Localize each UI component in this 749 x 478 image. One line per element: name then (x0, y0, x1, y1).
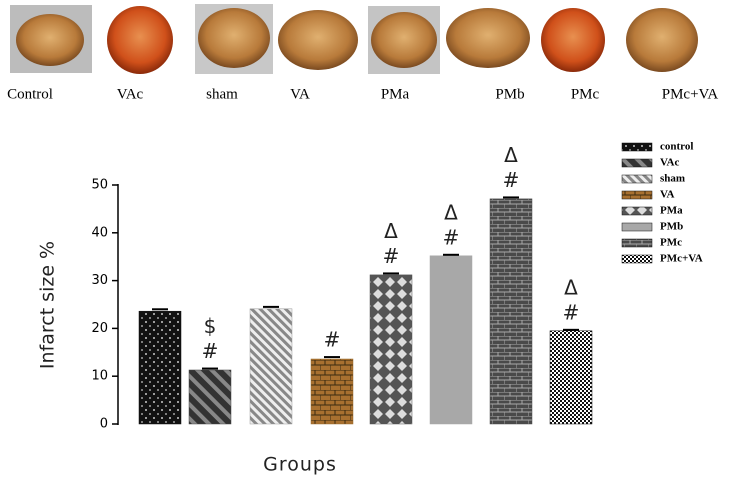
annotation: Δ (444, 200, 458, 224)
legend-label: PMa (660, 205, 683, 217)
photo (278, 10, 358, 70)
photo-label: PMa (381, 86, 410, 102)
y-tick-label: 10 (91, 369, 108, 384)
photo-label: PMb (495, 86, 524, 102)
legend-swatch (621, 222, 653, 232)
y-tick-label: 50 (91, 178, 108, 193)
legend-label: VA (660, 189, 675, 201)
annotation: Δ (384, 219, 398, 243)
photo-label: PMc (571, 86, 600, 102)
photo-label: PMc+VA (662, 86, 719, 102)
bar (549, 330, 593, 425)
bar (310, 358, 354, 425)
y-tick-label: 0 (100, 417, 108, 432)
bar (188, 369, 232, 425)
y-tick-label: 30 (91, 273, 108, 288)
legend-label: PMb (660, 221, 683, 233)
annotation: # (202, 339, 219, 363)
legend-swatch (621, 174, 653, 184)
annotation: $ (204, 314, 217, 338)
annotation: # (443, 225, 460, 249)
photo (626, 8, 698, 72)
annotation: Δ (504, 143, 518, 167)
photo-strip (10, 4, 698, 74)
legend-swatch (621, 206, 653, 216)
annotation: # (324, 328, 341, 352)
photo-label: VA (290, 86, 310, 102)
annotation: # (563, 300, 580, 324)
photo (16, 14, 84, 66)
bar (429, 255, 473, 425)
y-axis-title: Infarct size % (37, 241, 59, 369)
legend-label: sham (660, 173, 685, 185)
legend-swatch (621, 254, 653, 264)
legend-swatch (621, 190, 653, 200)
legend-swatch (621, 142, 653, 152)
photo (107, 6, 173, 74)
legend-label: PMc+VA (660, 253, 703, 265)
bar (138, 310, 182, 425)
x-axis-title: Groups (263, 454, 337, 476)
photo-label: Control (7, 86, 53, 102)
annotation: Δ (564, 275, 578, 299)
annotation: # (383, 244, 400, 268)
bar (369, 274, 413, 425)
bar (249, 308, 293, 425)
photo (541, 8, 605, 72)
annotation: # (503, 168, 520, 192)
legend-swatch (621, 158, 653, 168)
photo-label: sham (206, 86, 238, 102)
photo (198, 8, 270, 68)
legend-label: VAc (660, 157, 679, 169)
photo (446, 8, 530, 68)
y-tick-label: 20 (91, 321, 108, 336)
legend-label: control (660, 141, 693, 153)
y-tick-label: 40 (91, 225, 108, 240)
bar (489, 198, 533, 425)
photo (371, 12, 437, 68)
legend-swatch (621, 238, 653, 248)
photo-label: VAc (117, 86, 144, 102)
legend-label: PMc (660, 237, 682, 249)
